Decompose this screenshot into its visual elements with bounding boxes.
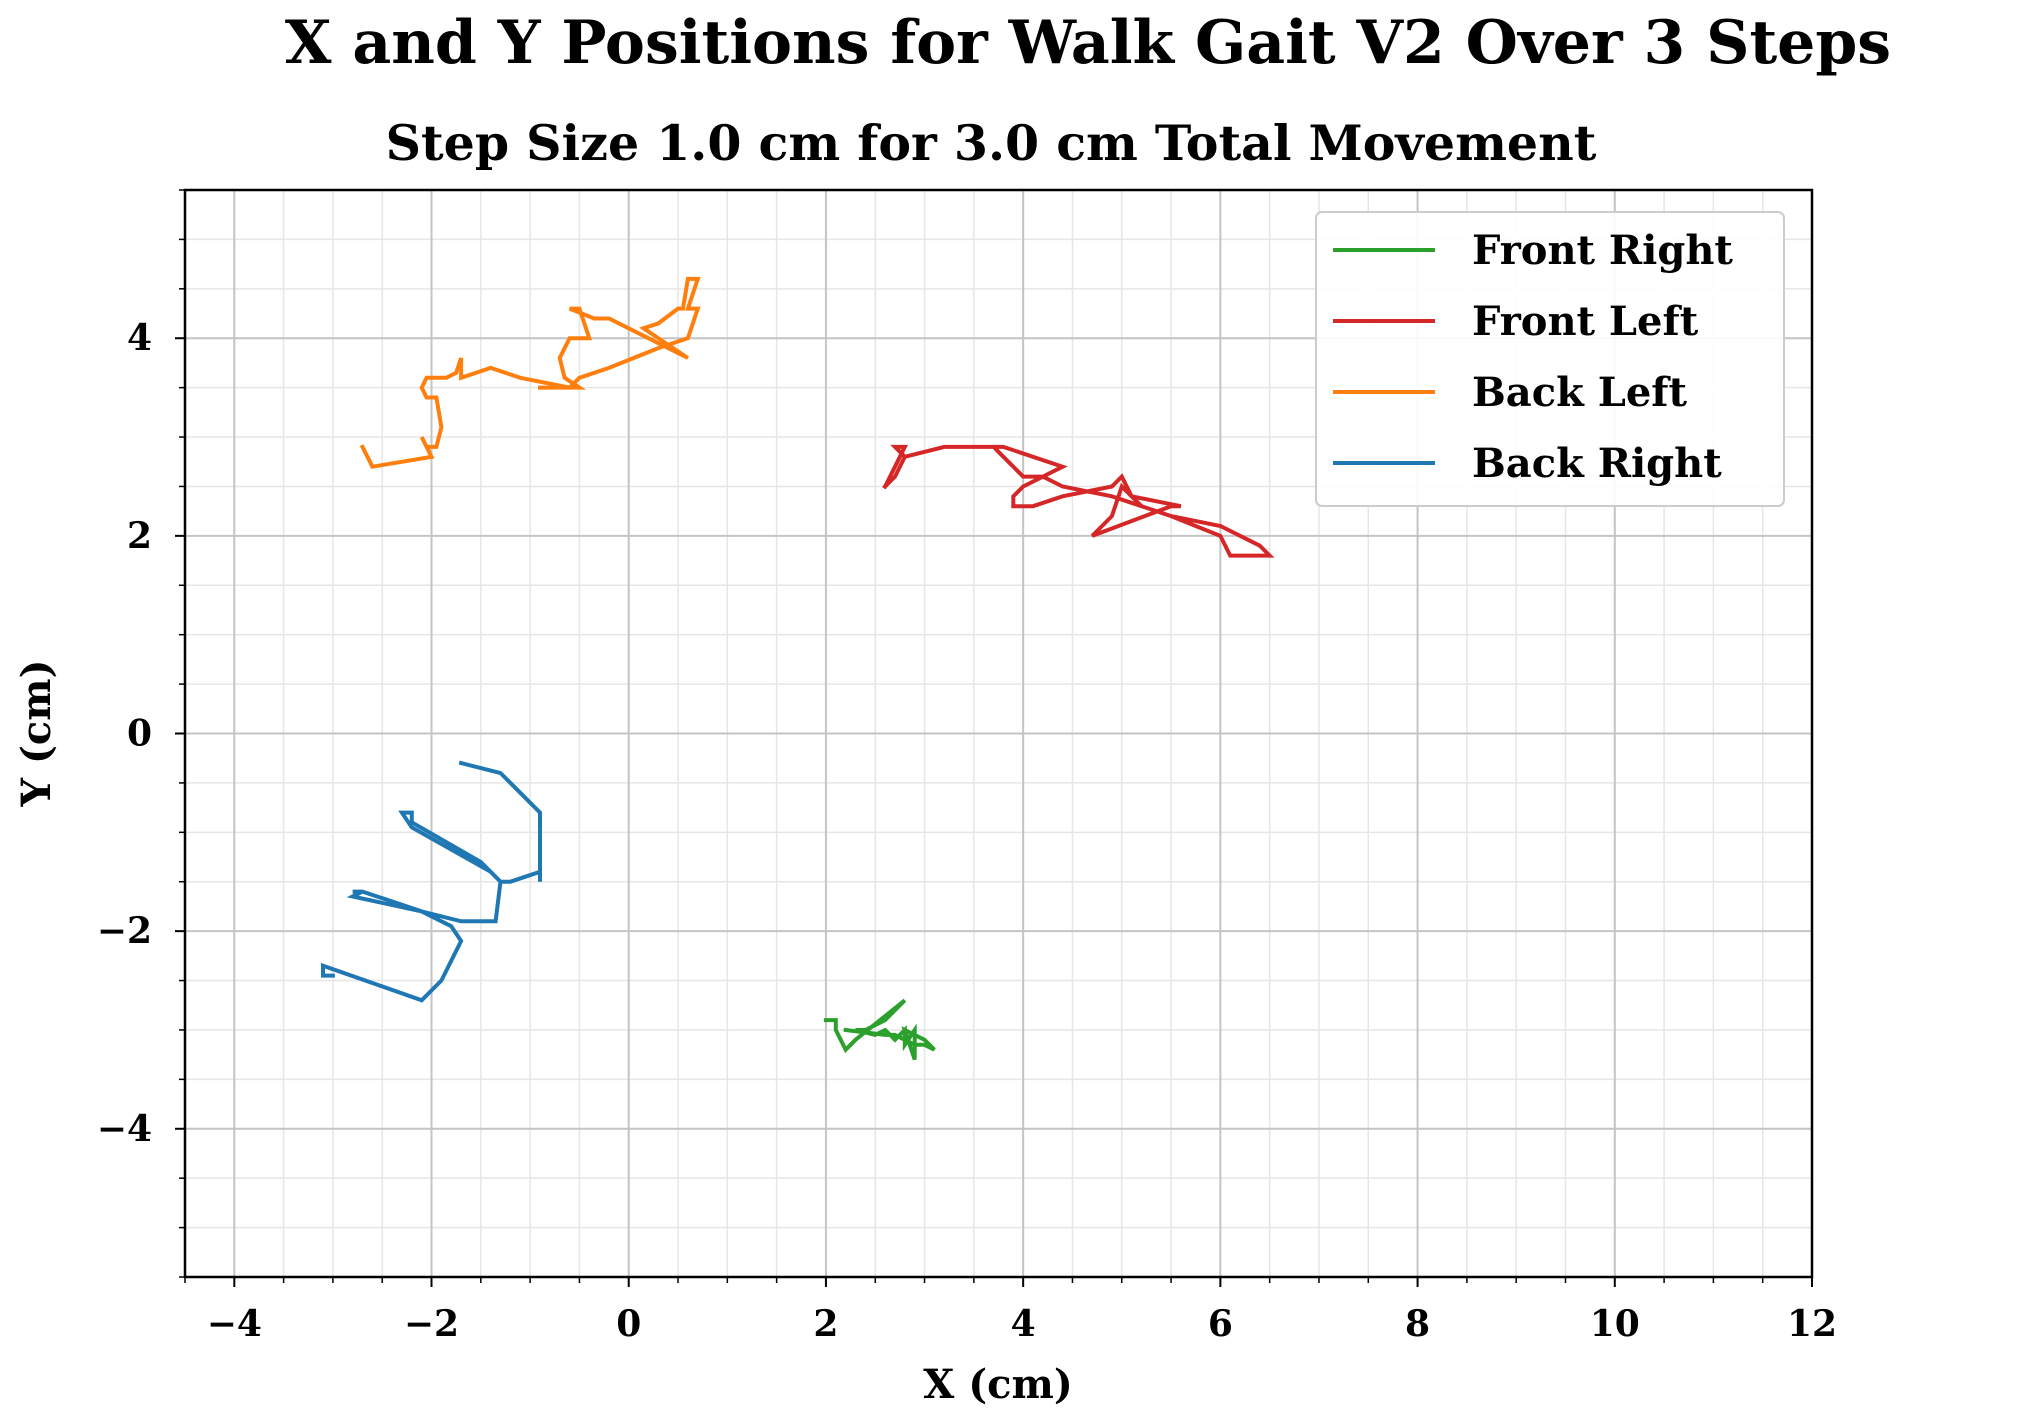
x-tick-label: 10	[1590, 1303, 1640, 1345]
chart-subtitle: Step Size 1.0 cm for 3.0 cm Total Moveme…	[386, 114, 1597, 172]
series-line-back-right	[321, 760, 542, 1003]
x-tick-labels: −4 −2 0 2 4 6 8 10 12	[207, 1303, 1837, 1345]
y-tick-labels: −4 −2 0 2 4	[97, 317, 152, 1150]
y-axis-label: Y (cm)	[13, 659, 60, 807]
series-line-back-left	[359, 276, 701, 469]
series-line-front-right	[823, 998, 936, 1061]
legend-label-front-left: Front Left	[1472, 298, 1699, 345]
x-tick-label: 6	[1208, 1303, 1233, 1345]
legend-box	[1315, 211, 1785, 507]
x-tick-label: 8	[1405, 1303, 1430, 1345]
y-tick-label: 2	[127, 515, 152, 557]
legend: Front Right Front Left Back Left Back Right	[1315, 211, 1785, 507]
x-tick-label: 2	[813, 1303, 838, 1345]
axis-ticks	[175, 189, 1813, 1287]
x-tick-label: −2	[404, 1303, 459, 1345]
x-axis-label: X (cm)	[923, 1361, 1073, 1408]
legend-label-back-left: Back Left	[1472, 369, 1688, 416]
x-tick-label: 4	[1011, 1303, 1036, 1345]
x-tick-label: 12	[1787, 1303, 1837, 1345]
legend-label-back-right: Back Right	[1472, 440, 1722, 487]
x-tick-label: 0	[616, 1303, 641, 1345]
series-line-front-left	[882, 444, 1275, 558]
chart-title: X and Y Positions for Walk Gait V2 Over …	[285, 8, 1891, 78]
y-tick-label: −2	[97, 910, 152, 952]
y-tick-label: 0	[127, 713, 152, 755]
y-tick-label: 4	[127, 317, 152, 359]
series-lines	[321, 276, 1275, 1061]
y-tick-label: −4	[97, 1108, 152, 1150]
legend-items: Front Right Front Left Back Left Back Right	[1333, 227, 1733, 487]
legend-label-front-right: Front Right	[1472, 227, 1733, 274]
x-tick-label: −4	[207, 1303, 262, 1345]
